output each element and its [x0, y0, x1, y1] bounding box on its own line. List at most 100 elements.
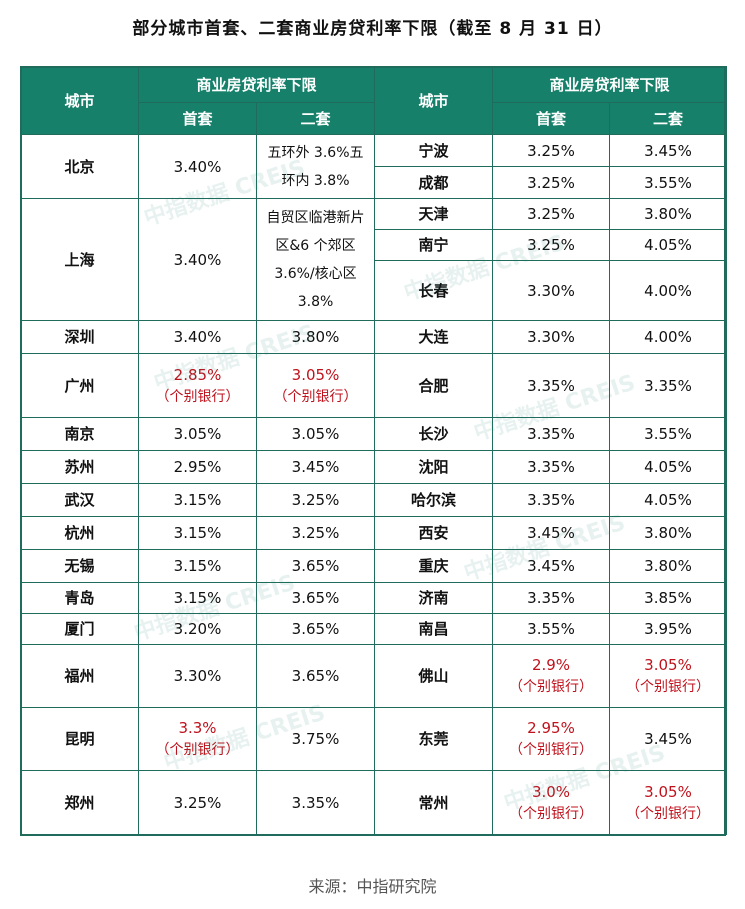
second-rate-cell: 3.65%: [255, 644, 376, 708]
city-cell: 南宁: [374, 229, 493, 261]
first-rate-cell: 3.40%: [138, 198, 257, 321]
second-rate-cell: 3.95%: [608, 613, 728, 645]
second-rate-value: 3.05%: [644, 656, 692, 674]
table-row: 哈尔滨 3.35% 4.05%: [374, 483, 728, 517]
city-cell: 南昌: [374, 613, 493, 645]
source-note: 来源：中指研究院: [308, 877, 437, 896]
second-rate-value: 3.65%: [291, 557, 340, 575]
first-rate-value: 3.25%: [173, 793, 222, 812]
second-rate-value: 4.05%: [644, 491, 692, 509]
first-rate-value: 3.25%: [527, 173, 575, 192]
first-rate-value: 3.15%: [173, 491, 222, 509]
first-rate-cell: 2.95% （个别银行）: [492, 707, 610, 771]
second-rate-value: 3.55%: [644, 425, 692, 443]
second-rate-cell: 3.65%: [255, 582, 376, 614]
first-rate-value: 3.0%: [531, 782, 571, 801]
first-home-header: 首套: [492, 102, 610, 135]
first-rate-value: 3.45%: [527, 557, 575, 575]
city-cell: 济南: [374, 582, 493, 614]
first-rate-cell: 2.9% （个别银行）: [492, 644, 610, 708]
table-row: 长沙 3.35% 3.55%: [374, 417, 728, 451]
second-rate-cell: 3.80%: [608, 198, 728, 230]
city-cell: 合肥: [374, 353, 493, 418]
table-row: 厦门 3.20% 3.65%: [20, 613, 376, 645]
second-rate-cell: 3.05% （个别银行）: [255, 353, 376, 418]
first-rate-note: （个别银行）: [509, 805, 593, 822]
second-rate-cell: 3.80%: [608, 549, 728, 583]
city-cell: 大连: [374, 320, 493, 354]
first-rate-cell: 3.55%: [492, 613, 610, 645]
table-row: 昆明 3.3% （个别银行） 3.75%: [20, 707, 376, 771]
second-rate-value: 3.80%: [291, 328, 340, 346]
table-row: 武汉 3.15% 3.25%: [20, 483, 376, 517]
second-rate-cell: 4.00%: [608, 260, 728, 321]
second-rate-value: 3.35%: [644, 376, 692, 395]
first-rate-cell: 3.25%: [492, 198, 610, 230]
second-rate-note: （个别银行）: [626, 805, 710, 822]
second-home-header: 二套: [608, 102, 728, 135]
first-rate-cell: 3.20%: [138, 613, 257, 645]
city-cell: 哈尔滨: [374, 483, 493, 517]
city-cell: 昆明: [20, 707, 139, 771]
city-cell: 青岛: [20, 582, 139, 614]
second-rate-cell: 3.25%: [255, 516, 376, 550]
first-rate-value: 3.40%: [173, 250, 222, 269]
second-rate-value: 3.65%: [291, 620, 340, 638]
second-rate-value: 4.05%: [644, 236, 692, 254]
second-rate-value: 3.05%: [291, 365, 340, 384]
second-rate-value: 3.65%: [291, 589, 340, 607]
page-title: 部分城市首套、二套商业房贷利率下限（截至 8 月 31 日）: [132, 19, 613, 39]
second-rate-cell: 3.45%: [255, 450, 376, 484]
second-rate-cell: 3.65%: [255, 613, 376, 645]
first-rate-note: （个别银行）: [155, 388, 240, 405]
second-rate-value: 3.65%: [291, 667, 340, 685]
city-header: 城市: [20, 66, 139, 135]
city-cell: 长沙: [374, 417, 493, 451]
first-rate-value: 3.25%: [527, 141, 575, 160]
city-cell: 长春: [374, 260, 493, 321]
first-rate-value: 3.45%: [527, 524, 575, 542]
second-rate-value: 3.80%: [644, 557, 692, 575]
second-rate-value: 4.05%: [644, 458, 692, 476]
table-row: 佛山 2.9% （个别银行） 3.05% （个别银行）: [374, 644, 728, 708]
first-rate-cell: 3.45%: [492, 516, 610, 550]
city-cell: 苏州: [20, 450, 139, 484]
first-rate-cell: 2.85% （个别银行）: [138, 353, 257, 418]
city-cell: 福州: [20, 644, 139, 708]
first-rate-value: 2.9%: [531, 656, 571, 674]
first-rate-cell: 3.15%: [138, 582, 257, 614]
table-row: 郑州 3.25% 3.35%: [20, 770, 376, 835]
first-rate-value: 3.40%: [173, 157, 222, 176]
city-header: 城市: [374, 66, 493, 135]
first-rate-cell: 3.3% （个别银行）: [138, 707, 257, 771]
first-rate-cell: 3.05%: [138, 417, 257, 451]
first-rate-cell: 3.40%: [138, 320, 257, 354]
first-rate-value: 3.15%: [173, 524, 222, 542]
second-rate-value: 3.75%: [291, 730, 340, 748]
first-home-header: 首套: [138, 102, 257, 135]
second-rate-value: 3.05%: [291, 425, 340, 443]
table-row: 杭州 3.15% 3.25%: [20, 516, 376, 550]
table-row: 青岛 3.15% 3.65%: [20, 582, 376, 614]
first-rate-value: 2.95%: [527, 719, 575, 737]
first-rate-value: 3.30%: [527, 281, 575, 300]
second-rate-cell: 3.05% （个别银行）: [608, 644, 728, 708]
first-rate-value: 3.35%: [527, 425, 575, 443]
second-rate-cell: 自贸区临港新片区&6 个郊区 3.6%/核心区 3.8%: [255, 198, 376, 321]
first-rate-note: （个别银行）: [155, 742, 240, 758]
second-rate-value: 3.85%: [644, 589, 692, 607]
second-rate-value: 3.45%: [644, 141, 692, 160]
table-row: 西安 3.45% 3.80%: [374, 516, 728, 550]
second-rate-cell: 五环外 3.6%五环内 3.8%: [255, 134, 376, 199]
city-cell: 南京: [20, 417, 139, 451]
first-rate-value: 3.25%: [527, 236, 575, 254]
city-cell: 郑州: [20, 770, 139, 835]
table-row: 无锡 3.15% 3.65%: [20, 549, 376, 583]
city-cell: 宁波: [374, 134, 493, 167]
city-cell: 杭州: [20, 516, 139, 550]
second-rate-cell: 3.45%: [608, 134, 728, 167]
table-row: 长春 3.30% 4.00%: [374, 260, 728, 321]
city-cell: 厦门: [20, 613, 139, 645]
table-row: 深圳 3.40% 3.80%: [20, 320, 376, 354]
first-rate-value: 3.25%: [527, 205, 575, 223]
